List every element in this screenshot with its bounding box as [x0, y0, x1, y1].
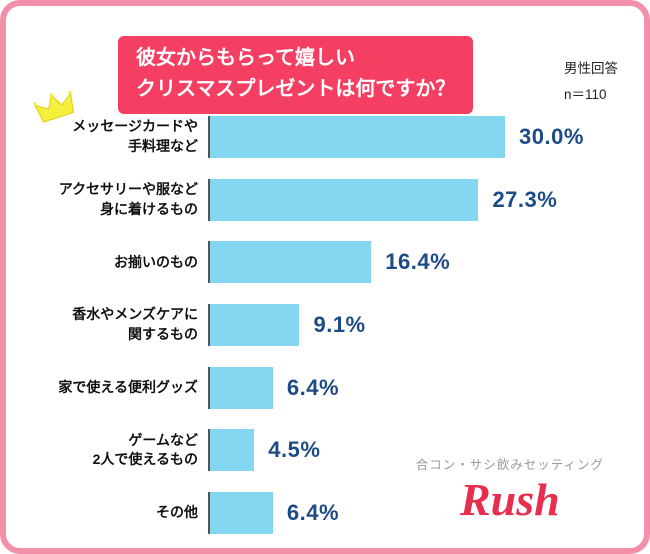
respondent-note: 男性回答 n＝110 [564, 61, 618, 102]
category-label: その他 [156, 504, 198, 521]
category-label: 香水やメンズケアに 関するもの [72, 306, 198, 342]
bar-track: 30.0% [208, 116, 628, 158]
bar-track: 16.4% [208, 241, 628, 284]
category-label: 家で使える便利グッズ [58, 378, 198, 395]
bar [210, 491, 273, 534]
bar-row: メッセージカードや 手料理など 30.0% [22, 116, 628, 158]
bar [210, 116, 505, 158]
value-label: 16.4% [385, 249, 451, 275]
category-label: お揃いのもの [114, 253, 198, 270]
crown-icon [32, 87, 81, 133]
bar-track: 6.4% [208, 366, 628, 409]
brand-block: 合コン・サシ飲みセッティング Rush [416, 454, 604, 526]
bar-row: 香水やメンズケアに 関するもの 9.1% [22, 303, 628, 346]
bar [210, 366, 273, 409]
brand-tagline: 合コン・サシ飲みセッティング [415, 458, 604, 473]
brand-logo: Rush [459, 474, 560, 526]
bar-track: 27.3% [208, 178, 628, 221]
bar-track: 9.1% [208, 303, 628, 346]
bar [210, 429, 255, 472]
bar-chart: メッセージカードや 手料理など 30.0% アクセサリーや服など 身に着けるもの… [22, 116, 628, 534]
value-label: 9.1% [313, 311, 366, 337]
bar-row: 家で使える便利グッズ 6.4% [22, 366, 628, 409]
bar-row: その他 6.4% [22, 491, 628, 534]
category-label: メッセージカードや 手料理など [72, 118, 198, 154]
value-label: 27.3% [492, 186, 558, 212]
bar-track: 4.5% [208, 429, 628, 472]
value-label: 4.5% [268, 437, 321, 463]
value-label: 6.4% [286, 374, 340, 400]
bar [210, 178, 479, 221]
value-label: 30.0% [519, 124, 584, 149]
bar-row: お揃いのもの 16.4% [22, 241, 628, 284]
bar-row: アクセサリーや服など 身に着けるもの 27.3% [22, 178, 628, 221]
bar [210, 241, 372, 284]
value-label: 6.4% [286, 499, 340, 525]
chart-title: 彼女からもらって嬉しい クリスマスプレゼントは何ですか？ [118, 36, 474, 114]
bar-track: 6.4% [208, 491, 628, 534]
bar-row: ゲームなど 2人で使えるもの 4.5% [22, 429, 628, 472]
category-label: ゲームなど 2人で使えるもの [92, 431, 198, 468]
category-label: アクセサリーや服など 身に着けるもの [58, 181, 198, 217]
bar [210, 303, 300, 346]
